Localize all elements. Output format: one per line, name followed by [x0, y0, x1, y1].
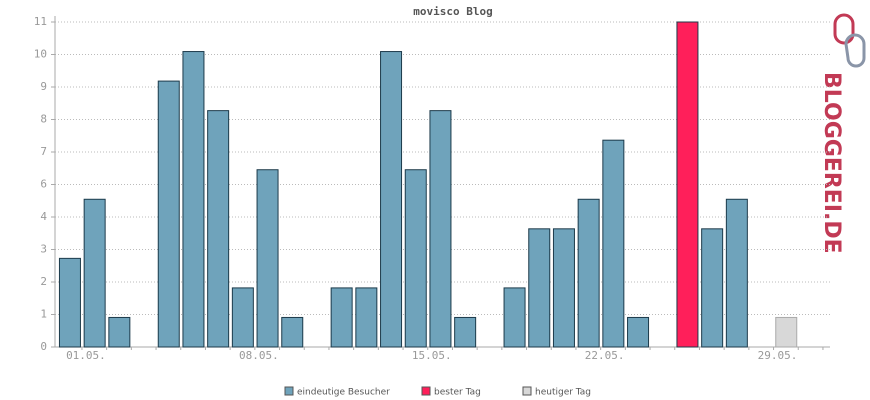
- x-tick-label: 08.05.: [239, 349, 279, 362]
- logo-icon: [833, 13, 855, 45]
- y-tick-label: 0: [40, 340, 47, 353]
- bar: [281, 316, 304, 348]
- bar: [602, 139, 625, 348]
- bar: [725, 198, 748, 348]
- legend-swatch: [522, 386, 532, 396]
- bar: [83, 198, 106, 348]
- bar: [58, 257, 81, 348]
- bar: [676, 21, 699, 348]
- bar: [627, 316, 650, 348]
- bar: [330, 287, 353, 348]
- bar: [380, 51, 403, 348]
- bar: [207, 110, 230, 348]
- bar: [355, 287, 378, 348]
- chart-title: movisco Blog: [413, 5, 492, 18]
- bar: [454, 316, 477, 348]
- bar: [528, 228, 551, 348]
- logo-icon: [844, 33, 866, 68]
- bar: [404, 169, 427, 348]
- bar: [701, 228, 724, 348]
- y-tick-label: 4: [40, 210, 47, 223]
- y-tick-label: 8: [40, 113, 47, 126]
- bar: [256, 169, 279, 348]
- y-tick-label: 11: [34, 15, 47, 28]
- legend-swatch: [421, 386, 431, 396]
- x-tick-label: 15.05.: [412, 349, 452, 362]
- y-tick-label: 10: [34, 48, 47, 61]
- bar: [577, 198, 600, 348]
- logo-text: BLOGGEREI.DE: [819, 72, 844, 254]
- x-tick-label: 22.05.: [585, 349, 625, 362]
- bar: [182, 51, 205, 348]
- y-tick-label: 3: [40, 243, 47, 256]
- legend-label: bester Tag: [434, 388, 481, 398]
- legend-label: heutiger Tag: [535, 388, 591, 398]
- bar: [157, 80, 180, 348]
- bar: [775, 316, 798, 348]
- bar: [231, 287, 254, 348]
- y-tick-label: 1: [40, 308, 47, 321]
- y-tick-label: 7: [40, 145, 47, 158]
- y-tick-label: 6: [40, 178, 47, 191]
- x-tick-label: 29.05.: [758, 349, 798, 362]
- x-tick-label: 01.05.: [66, 349, 106, 362]
- legend-label: eindeutige Besucher: [297, 388, 390, 398]
- bar: [108, 316, 131, 348]
- logo: BLOGGEREI.DE: [819, 13, 866, 254]
- legend-swatch: [284, 386, 294, 396]
- bar: [429, 110, 452, 348]
- bar: [552, 228, 575, 348]
- y-tick-label: 2: [40, 275, 47, 288]
- bar: [503, 287, 526, 348]
- y-tick-label: 9: [40, 80, 47, 93]
